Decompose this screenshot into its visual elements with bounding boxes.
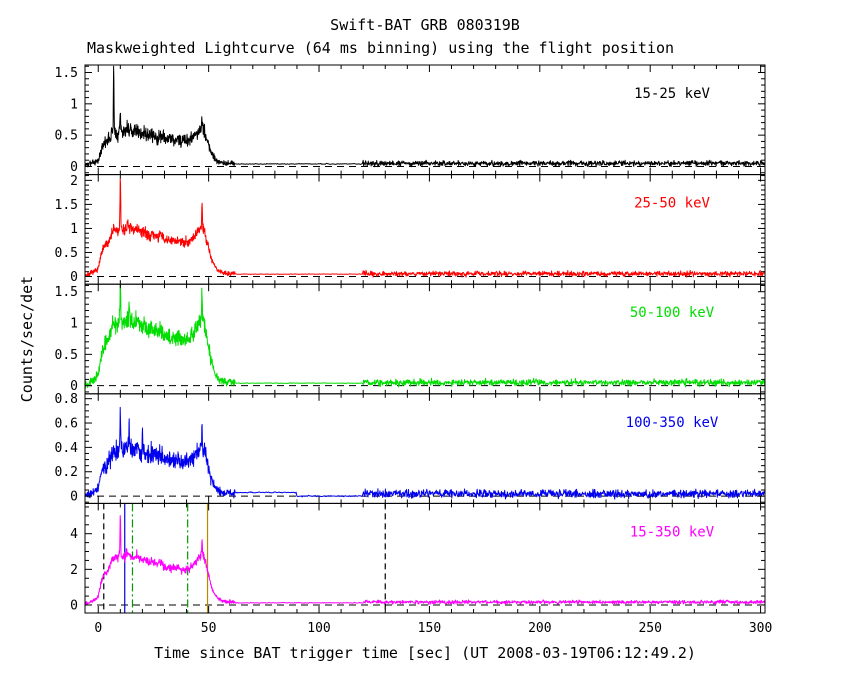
- x-tick-label: 250: [638, 621, 661, 636]
- y-tick-label: 2: [70, 563, 78, 578]
- y-tick-label: 2: [70, 174, 78, 189]
- y-tick-label: 0: [70, 490, 78, 505]
- x-tick-label: 100: [307, 621, 330, 636]
- y-tick-label: 1: [70, 317, 78, 332]
- panel-frame: [84, 174, 766, 285]
- panel-frame: [84, 502, 766, 614]
- lightcurve-series-25-50keV: [85, 178, 765, 278]
- x-tick-label: 50: [201, 621, 217, 636]
- energy-band-label: 15-350 keV: [630, 524, 715, 540]
- energy-band-label: 100-350 keV: [626, 415, 719, 431]
- y-tick-label: 0: [70, 270, 78, 285]
- chart-title: Swift-BAT GRB 080319B: [330, 16, 520, 34]
- y-tick-label: 0.5: [55, 129, 78, 144]
- y-tick-label: 0: [70, 598, 78, 613]
- y-tick-label: 0: [70, 160, 78, 175]
- y-tick-label: 0.6: [55, 417, 78, 432]
- lightcurve-series-100-350keV: [85, 406, 765, 500]
- y-tick-label: 4: [70, 527, 78, 542]
- y-tick-label: 0.8: [55, 392, 78, 407]
- panel-frame: [84, 64, 766, 176]
- y-tick-label: 0.5: [55, 246, 78, 261]
- y-tick-label: 1.5: [55, 66, 78, 81]
- y-tick-label: 1: [70, 97, 78, 112]
- energy-band-label: 15-25 keV: [634, 86, 710, 102]
- y-tick-label: 0: [70, 379, 78, 394]
- x-tick-label: 150: [418, 621, 441, 636]
- y-tick-label: 0.4: [55, 441, 79, 456]
- energy-band-label: 50-100 keV: [630, 305, 715, 321]
- energy-band-label: 25-50 keV: [634, 196, 710, 212]
- y-tick-label: 0.2: [55, 465, 78, 480]
- y-tick-label: 0.5: [55, 348, 78, 363]
- y-tick-label: 1.5: [55, 198, 78, 213]
- y-tick-label: 1: [70, 222, 78, 237]
- x-tick-label: 300: [749, 621, 772, 636]
- lightcurve-series-50-100keV: [85, 284, 765, 390]
- y-tick-label: 1.5: [55, 285, 78, 300]
- panel-frame: [84, 393, 766, 504]
- x-tick-label: 0: [94, 621, 102, 636]
- x-tick-label: 200: [528, 621, 551, 636]
- x-axis-label: Time since BAT trigger time [sec] (UT 20…: [154, 644, 696, 662]
- lightcurve-series-15-25keV: [85, 65, 765, 168]
- lightcurve-series-15-350keV: [85, 515, 765, 606]
- chart-subtitle: Maskweighted Lightcurve (64 ms binning) …: [87, 39, 674, 57]
